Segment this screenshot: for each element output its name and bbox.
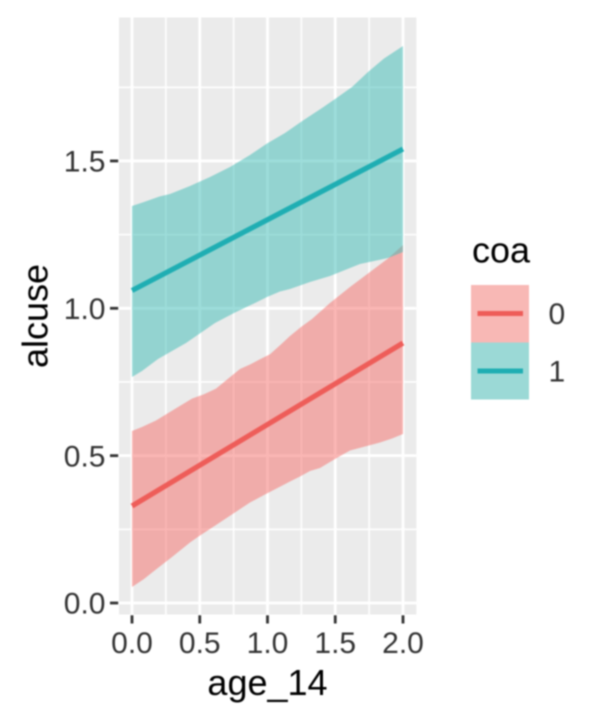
svg-text:1.0: 1.0 — [247, 627, 289, 660]
svg-text:1.5: 1.5 — [64, 146, 106, 179]
svg-text:0: 0 — [549, 298, 566, 331]
svg-text:1.0: 1.0 — [64, 293, 106, 326]
svg-text:2.0: 2.0 — [382, 627, 424, 660]
svg-text:alcuse: alcuse — [15, 264, 56, 368]
svg-text:0.5: 0.5 — [179, 627, 221, 660]
svg-text:coa: coa — [472, 230, 531, 271]
svg-text:1.5: 1.5 — [314, 627, 356, 660]
svg-text:age_14: age_14 — [207, 662, 327, 703]
svg-text:1: 1 — [549, 356, 566, 389]
svg-text:0.5: 0.5 — [64, 440, 106, 473]
svg-text:0.0: 0.0 — [111, 627, 153, 660]
svg-text:0.0: 0.0 — [64, 588, 106, 621]
